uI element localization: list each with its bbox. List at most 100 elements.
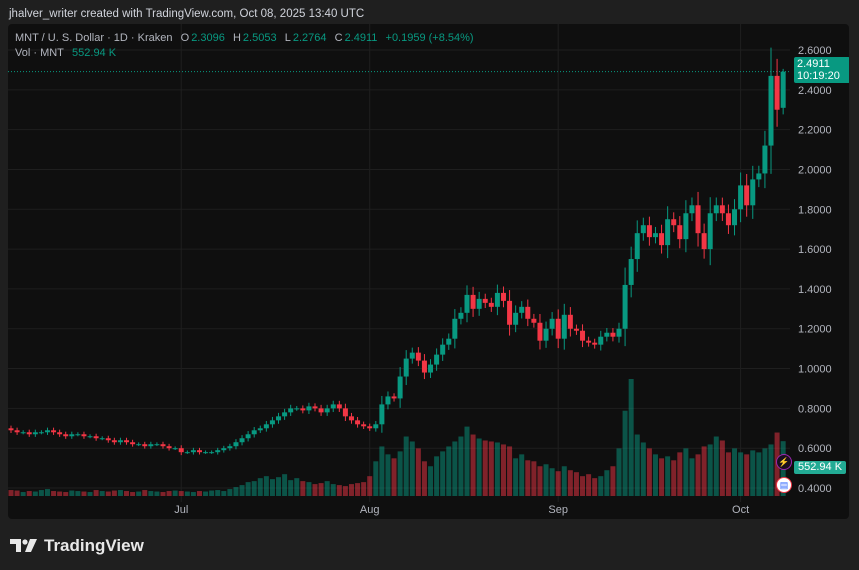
candle-body — [561, 314, 567, 339]
volume-bar — [130, 492, 136, 496]
candle — [640, 217, 646, 241]
candle — [245, 431, 251, 442]
chart-credit: jhalver_writer created with TradingView.… — [9, 8, 365, 20]
candle-body — [282, 412, 288, 417]
candlestick-chart[interactable]: 0.4000 0.6000 0.8000 1.0000 1.2000 1.4000 1.60… — [8, 24, 849, 519]
volume-bar — [671, 460, 677, 496]
bar-countdown: 10:19:20 — [797, 70, 840, 82]
candle — [604, 328, 610, 342]
volume-bar — [324, 481, 330, 496]
volume-bar — [269, 479, 275, 496]
volume-bar — [38, 490, 44, 496]
candle-body — [57, 432, 63, 435]
candle — [203, 450, 209, 454]
candle — [51, 427, 57, 435]
price-tick-label: 1.2000 — [798, 324, 832, 336]
candle — [367, 423, 373, 431]
change-value: +0.1959 (+8.54%) — [385, 32, 474, 44]
candle-body — [190, 450, 196, 453]
candle — [440, 338, 446, 361]
candle-body — [276, 416, 282, 421]
candle-body — [111, 440, 117, 443]
candle-body — [124, 440, 130, 443]
volume-bar — [415, 448, 421, 496]
candle-body — [391, 396, 397, 399]
volume-bar — [190, 492, 196, 496]
volume-bar — [756, 452, 762, 496]
candle-body — [537, 322, 543, 341]
volume-bar — [312, 484, 318, 496]
time-tick-label: Sep — [548, 504, 568, 516]
volume-bar — [659, 458, 665, 496]
candle-body — [385, 396, 391, 405]
tradingview-logo-icon — [10, 539, 37, 552]
volume-bar — [63, 492, 69, 496]
volume-bar — [136, 491, 142, 496]
candle — [458, 307, 464, 325]
symbol-label[interactable]: MNT / U. S. Dollar · 1D · Kraken — [15, 32, 173, 44]
candle-body — [233, 442, 239, 447]
candle-body — [519, 306, 525, 313]
close-value: 2.4911 — [344, 32, 378, 44]
candle — [762, 130, 768, 189]
candle-body — [148, 444, 154, 447]
volume-bar — [513, 458, 519, 496]
candle — [276, 412, 282, 424]
candle — [519, 301, 525, 319]
candle-body — [105, 438, 111, 441]
candle-body — [209, 452, 215, 454]
candle-body — [312, 406, 318, 409]
candle — [397, 367, 403, 408]
candle — [428, 359, 434, 378]
candle-body — [379, 404, 385, 425]
volume-bar — [172, 490, 178, 496]
candle-body — [464, 294, 470, 313]
candle-body — [762, 145, 768, 174]
volume-bar — [446, 446, 452, 496]
candle-body — [99, 438, 105, 440]
candle — [87, 434, 93, 439]
candle — [452, 309, 458, 349]
candle — [348, 412, 354, 424]
chart-panel[interactable]: 0.4000 0.6000 0.8000 1.0000 1.2000 1.4000 1.60… — [8, 24, 849, 519]
candle — [598, 330, 604, 351]
candle — [561, 303, 567, 350]
candle — [482, 293, 488, 309]
candle — [355, 416, 361, 428]
price-tick-label: 0.8000 — [798, 403, 832, 415]
candle-body — [500, 292, 506, 301]
candle-body — [348, 416, 354, 421]
volume-bar — [93, 490, 99, 496]
lightning-icon[interactable]: ⚡ — [776, 454, 792, 470]
candle — [543, 321, 549, 348]
candle-body — [774, 75, 780, 110]
candle — [336, 400, 342, 412]
candle-body — [93, 436, 99, 439]
volume-bar — [178, 491, 184, 496]
us-flag-icon[interactable]: ▤ — [776, 477, 792, 493]
last-price-tag: 2.4911 10:19:20 — [794, 57, 849, 83]
volume-bar — [555, 471, 561, 496]
candle — [14, 427, 20, 435]
candle-body — [288, 408, 294, 413]
candle-body — [166, 446, 172, 449]
volume-bar — [592, 478, 598, 496]
candle-body — [586, 340, 592, 343]
volume-bar — [543, 464, 549, 496]
candle-body — [452, 318, 458, 339]
volume-bar — [580, 476, 586, 496]
candle — [780, 68, 786, 115]
candle-body — [251, 430, 257, 435]
candle — [701, 223, 707, 259]
volume-bar — [452, 441, 458, 496]
candle-body — [136, 444, 142, 446]
volume-bar — [14, 490, 20, 496]
candle — [160, 441, 166, 449]
candle — [567, 307, 573, 337]
candle — [379, 395, 385, 433]
volume-bar — [276, 477, 282, 496]
candle-body — [768, 75, 774, 146]
tradingview-logo[interactable]: TradingView — [10, 536, 144, 556]
candle — [719, 197, 725, 221]
volume-label[interactable]: Vol · MNT — [15, 47, 64, 59]
